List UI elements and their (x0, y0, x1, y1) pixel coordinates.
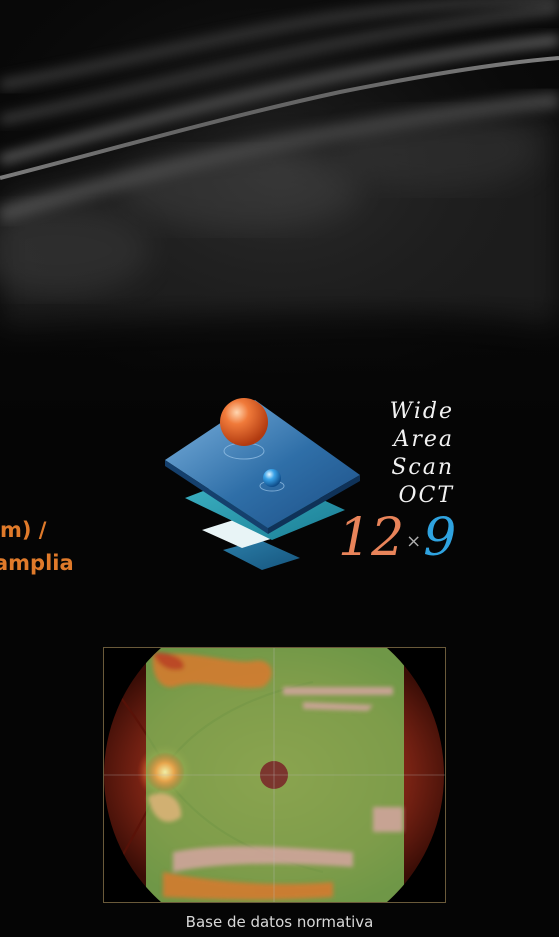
dimension-times: × (406, 531, 422, 552)
scan-dimensions: 12 ×9 (338, 508, 456, 568)
logo-word-wide: Wide (389, 399, 454, 424)
oct-scan-image (0, 0, 559, 420)
headline-line-2: amplia (0, 551, 74, 575)
fundus-caption: Base de datos normativa (185, 913, 374, 931)
logo-word-scan: Scan (391, 455, 454, 480)
fundus-normative-map-image (103, 647, 446, 903)
logo-word-oct: OCT (398, 483, 454, 508)
wide-area-scan-logo-icon (165, 398, 360, 570)
dimension-height: 9 (423, 508, 457, 568)
logo-word-area: Area (393, 427, 454, 452)
dimension-width: 12 (338, 508, 405, 568)
headline-line-1: m) / (0, 518, 47, 542)
logo-wordmark: Wide Area Scan OCT (372, 398, 454, 510)
